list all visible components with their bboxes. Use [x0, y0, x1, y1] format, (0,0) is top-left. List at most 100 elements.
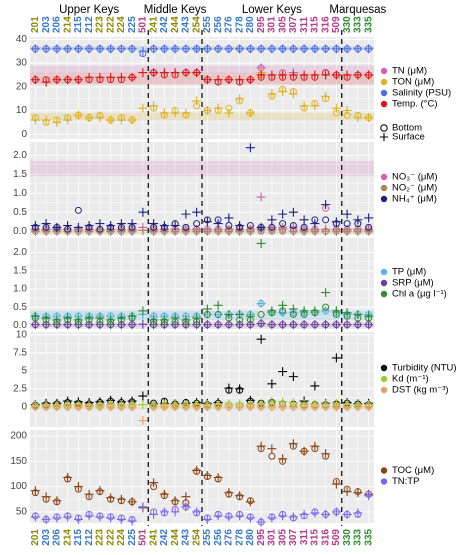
surface-point	[256, 402, 266, 412]
surface-point	[353, 309, 363, 319]
surface-point	[149, 315, 159, 325]
surface-point	[342, 226, 352, 236]
surface-point	[353, 215, 363, 225]
legend-label: NH₄⁺ (μM)	[392, 194, 437, 205]
surface-point	[202, 226, 212, 236]
surface-point	[192, 207, 202, 217]
surface-point	[149, 226, 159, 236]
surface-point	[202, 304, 212, 314]
surface-point	[106, 402, 116, 412]
surface-point	[342, 308, 352, 318]
depth-legend-label: Bottom	[392, 123, 422, 134]
bottom-point	[268, 223, 276, 231]
surface-point	[106, 221, 116, 231]
surface-point	[116, 313, 126, 323]
station-label-top: 278	[234, 16, 245, 33]
tick-label: 40	[16, 34, 28, 45]
station-label-bottom: 330	[342, 529, 353, 546]
surface-point	[63, 402, 73, 412]
surface-point	[73, 110, 83, 120]
surface-point	[310, 508, 320, 518]
surface-point	[364, 311, 374, 321]
station-label-top: 222	[105, 16, 116, 33]
surface-point	[181, 315, 191, 325]
surface-point	[95, 313, 105, 323]
surface-point	[224, 213, 234, 223]
surface-point	[181, 209, 191, 219]
surface-point	[73, 222, 83, 232]
surface-point	[235, 384, 245, 394]
surface-point	[202, 106, 212, 116]
bottom-point	[225, 222, 233, 230]
tick-label: 10	[16, 105, 28, 116]
legend-label: SRP (μM)	[392, 278, 434, 289]
bottom-point	[343, 220, 351, 228]
surface-point	[138, 391, 148, 401]
surface-point	[192, 44, 202, 54]
surface-point	[256, 44, 266, 54]
station-label-top: 243	[181, 16, 192, 33]
station-label-top: 223	[95, 16, 106, 33]
surface-point	[52, 315, 62, 325]
tick-label: 10	[16, 330, 28, 341]
surface-point	[331, 103, 341, 113]
surface-point	[170, 507, 180, 517]
surface-point	[267, 44, 277, 54]
station-label-top: 201	[30, 16, 41, 33]
surface-point	[299, 446, 309, 456]
station-label-top: 335	[363, 16, 374, 33]
tick-label: 1.5	[13, 169, 27, 180]
surface-point	[52, 117, 62, 127]
surface-point	[202, 402, 212, 412]
surface-point	[202, 470, 212, 480]
surface-point	[288, 402, 298, 412]
surface-point	[331, 44, 341, 54]
surface-point	[235, 320, 245, 330]
surface-point	[321, 449, 331, 459]
surface-point	[310, 320, 320, 330]
surface-point	[256, 70, 266, 80]
surface-point	[84, 72, 94, 82]
tick-label: 20	[16, 81, 28, 92]
surface-point	[321, 509, 331, 519]
surface-point	[224, 512, 234, 522]
surface-point	[202, 75, 212, 85]
surface-point	[256, 222, 266, 232]
surface-point	[278, 367, 288, 377]
surface-point	[299, 44, 309, 54]
surface-point	[213, 219, 223, 229]
surface-point	[116, 402, 126, 412]
surface-point	[299, 509, 309, 519]
station-label-top: 215	[73, 16, 84, 33]
surface-point	[224, 383, 234, 393]
station-label-bottom: 311	[299, 529, 310, 546]
surface-point	[224, 44, 234, 54]
station-label-bottom: 212	[84, 529, 95, 546]
bottom-point	[279, 220, 287, 228]
surface-point	[116, 72, 126, 82]
surface-point	[288, 207, 298, 217]
surface-point	[95, 219, 105, 229]
surface-point	[95, 402, 105, 412]
surface-point	[63, 473, 73, 483]
surface-point	[310, 44, 320, 54]
reference-band	[30, 310, 374, 320]
station-label-bottom: 223	[95, 529, 106, 546]
surface-point	[138, 319, 148, 329]
surface-point	[342, 106, 352, 116]
surface-point	[299, 215, 309, 225]
station-label-top: 244	[170, 16, 181, 33]
surface-point	[84, 44, 94, 54]
legend-swatch	[380, 100, 388, 108]
surface-point	[321, 288, 331, 298]
surface-point	[213, 320, 223, 330]
surface-point	[95, 44, 105, 54]
tick-label: 0.5	[13, 302, 27, 313]
station-label-bottom: 254	[191, 529, 202, 546]
surface-point	[138, 400, 148, 410]
surface-point	[364, 113, 374, 123]
tick-label: 0	[21, 401, 27, 412]
surface-point	[181, 108, 191, 118]
surface-point	[138, 46, 148, 56]
